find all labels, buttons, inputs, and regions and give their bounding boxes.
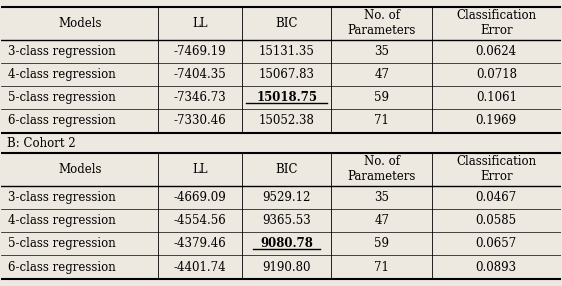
Text: Classification
Error: Classification Error — [456, 9, 536, 37]
Text: 59: 59 — [374, 91, 389, 104]
Text: BIC: BIC — [275, 17, 298, 30]
Text: Models: Models — [58, 163, 101, 176]
Text: No. of
Parameters: No. of Parameters — [347, 9, 416, 37]
Text: 71: 71 — [374, 114, 389, 127]
Text: 4-class regression: 4-class regression — [8, 214, 116, 227]
Text: 0.1969: 0.1969 — [476, 114, 517, 127]
Text: 35: 35 — [374, 191, 389, 204]
Text: -4379.46: -4379.46 — [174, 237, 226, 250]
Text: 9365.53: 9365.53 — [262, 214, 311, 227]
Text: 15131.35: 15131.35 — [259, 45, 315, 58]
Text: 6-class regression: 6-class regression — [8, 114, 116, 127]
Text: 59: 59 — [374, 237, 389, 250]
Text: 9529.12: 9529.12 — [262, 191, 311, 204]
Text: 47: 47 — [374, 214, 389, 227]
Text: 71: 71 — [374, 261, 389, 273]
Text: 4-class regression: 4-class regression — [8, 68, 116, 81]
Text: 15018.75: 15018.75 — [256, 91, 317, 104]
Text: -4669.09: -4669.09 — [174, 191, 226, 204]
Text: B: Cohort 2: B: Cohort 2 — [7, 138, 76, 150]
Text: 47: 47 — [374, 68, 389, 81]
Text: 0.1061: 0.1061 — [476, 91, 517, 104]
Text: 35: 35 — [374, 45, 389, 58]
Text: 0.0467: 0.0467 — [475, 191, 517, 204]
Text: 0.0718: 0.0718 — [476, 68, 517, 81]
Text: 9080.78: 9080.78 — [260, 237, 313, 250]
Text: Models: Models — [58, 17, 101, 30]
Text: 6-class regression: 6-class regression — [8, 261, 116, 273]
Text: -4401.74: -4401.74 — [174, 261, 226, 273]
Text: 15052.38: 15052.38 — [259, 114, 315, 127]
Text: -7330.46: -7330.46 — [174, 114, 226, 127]
Text: -7469.19: -7469.19 — [174, 45, 226, 58]
Text: -7346.73: -7346.73 — [174, 91, 226, 104]
Text: 0.0893: 0.0893 — [476, 261, 517, 273]
Text: 3-class regression: 3-class regression — [8, 45, 116, 58]
Text: 0.0585: 0.0585 — [476, 214, 517, 227]
Text: BIC: BIC — [275, 163, 298, 176]
Text: LL: LL — [192, 17, 208, 30]
Text: 5-class regression: 5-class regression — [8, 237, 116, 250]
Text: Classification
Error: Classification Error — [456, 156, 536, 184]
Text: 3-class regression: 3-class regression — [8, 191, 116, 204]
Text: No. of
Parameters: No. of Parameters — [347, 156, 416, 184]
Text: 0.0624: 0.0624 — [476, 45, 517, 58]
Text: -4554.56: -4554.56 — [174, 214, 226, 227]
Text: 0.0657: 0.0657 — [475, 237, 517, 250]
Text: 9190.80: 9190.80 — [262, 261, 311, 273]
Text: LL: LL — [192, 163, 208, 176]
Text: 15067.83: 15067.83 — [259, 68, 315, 81]
Text: -7404.35: -7404.35 — [174, 68, 226, 81]
Text: 5-class regression: 5-class regression — [8, 91, 116, 104]
